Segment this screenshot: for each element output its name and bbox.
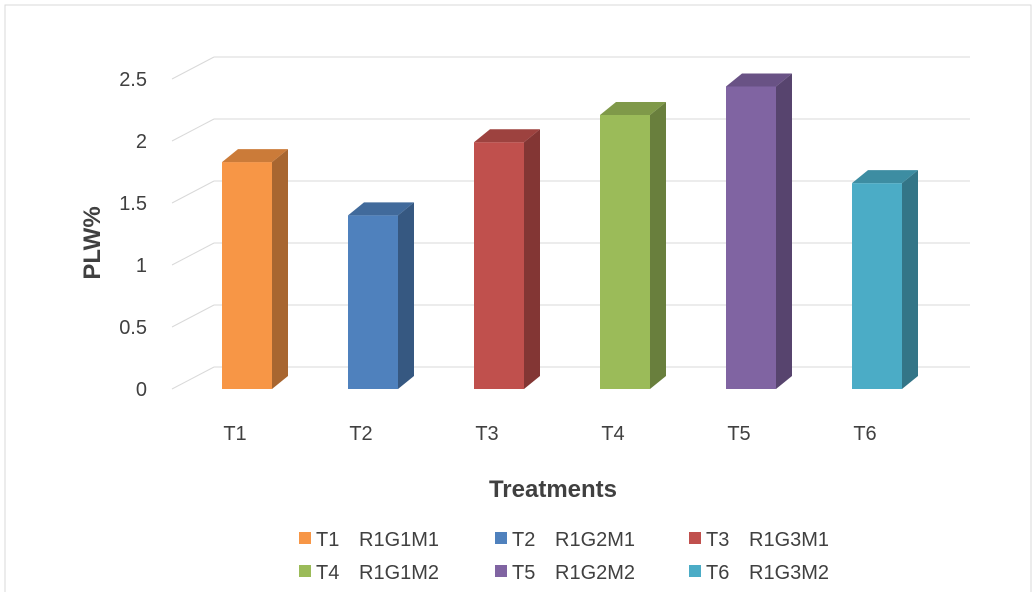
legend-label: R1G1M1 bbox=[359, 529, 439, 551]
bar-side bbox=[272, 149, 288, 389]
gridline-diagonal bbox=[171, 242, 215, 266]
bar-T2 bbox=[348, 202, 414, 389]
bar-side bbox=[902, 170, 918, 389]
legend-label: R1G3M2 bbox=[749, 562, 829, 584]
x-tick-label: T5 bbox=[727, 423, 750, 445]
gridlines bbox=[171, 56, 970, 390]
bar-front bbox=[600, 114, 650, 390]
legend-code: T4 bbox=[316, 562, 339, 584]
gridline-diagonal bbox=[171, 304, 215, 328]
legend-swatch bbox=[495, 532, 507, 544]
bars bbox=[222, 73, 918, 390]
bar-top bbox=[348, 202, 414, 216]
legend-swatch bbox=[689, 532, 701, 544]
legend-swatch bbox=[689, 565, 701, 577]
x-tick-label: T6 bbox=[853, 423, 876, 445]
bar-T4 bbox=[600, 101, 666, 390]
bar-T5 bbox=[726, 73, 792, 389]
x-tick-label: T2 bbox=[349, 423, 372, 445]
bar-top bbox=[222, 149, 288, 163]
legend-item: T1 R1G1M1 bbox=[299, 529, 439, 551]
legend-item: T2 R1G2M1 bbox=[495, 529, 635, 551]
bar-side bbox=[776, 73, 792, 389]
y-tick-label: 0 bbox=[136, 379, 147, 401]
bar-front bbox=[726, 86, 776, 389]
bar-T3 bbox=[474, 129, 540, 390]
legend-item: T4 R1G1M2 bbox=[299, 562, 439, 584]
legend-swatch bbox=[495, 565, 507, 577]
bar-top bbox=[600, 101, 666, 115]
bar-top bbox=[726, 73, 792, 87]
gridline-diagonal bbox=[171, 366, 215, 390]
legend-label: R1G3M1 bbox=[749, 529, 829, 551]
x-tick-label: T3 bbox=[475, 423, 498, 445]
bar-front bbox=[852, 183, 902, 389]
y-axis-ticks: 0 0.5 1 1.5 2 2.5 bbox=[119, 69, 147, 401]
legend-code: T1 bbox=[316, 529, 339, 551]
legend-label: R1G2M1 bbox=[555, 529, 635, 551]
bar-side bbox=[650, 101, 666, 390]
gridline-diagonal bbox=[171, 180, 215, 204]
legend-swatch bbox=[299, 532, 311, 544]
gridline-diagonal bbox=[171, 56, 215, 80]
legend-code: T2 bbox=[512, 529, 535, 551]
bar-top bbox=[852, 170, 918, 184]
y-tick-label: 2.5 bbox=[119, 69, 147, 91]
legend: T1 R1G1M1 T2 R1G2M1 T3 R1G3M1 T4 R1G1M2 T5 R1G2M2… bbox=[299, 529, 829, 584]
legend-label: R1G1M2 bbox=[359, 562, 439, 584]
bar-top bbox=[474, 129, 540, 143]
bar-front bbox=[474, 142, 524, 389]
legend-item: T5 R1G2M2 bbox=[495, 562, 635, 584]
bar-T1 bbox=[222, 149, 288, 389]
y-tick-label: 1.5 bbox=[119, 193, 147, 215]
x-axis-title: Treatments bbox=[489, 476, 617, 503]
x-tick-label: T4 bbox=[601, 423, 624, 445]
y-tick-label: 0.5 bbox=[119, 317, 147, 339]
bar-T6 bbox=[852, 170, 918, 389]
y-tick-label: 1 bbox=[136, 255, 147, 277]
gridline-diagonal bbox=[171, 118, 215, 142]
bar-front bbox=[348, 215, 398, 389]
legend-swatch bbox=[299, 565, 311, 577]
x-axis-ticks: T1 T2 T3 T4 T5 T6 bbox=[223, 423, 876, 445]
legend-code: T3 bbox=[706, 529, 729, 551]
x-tick-label: T1 bbox=[223, 423, 246, 445]
legend-label: R1G2M2 bbox=[555, 562, 635, 584]
y-axis-title: PLW% bbox=[79, 206, 106, 279]
y-tick-label: 2 bbox=[136, 131, 147, 153]
legend-item: T6 R1G3M2 bbox=[689, 562, 829, 584]
bar-side bbox=[524, 129, 540, 390]
bar-side bbox=[398, 202, 414, 389]
legend-item: T3 R1G3M1 bbox=[689, 529, 829, 551]
legend-code: T5 bbox=[512, 562, 535, 584]
legend-code: T6 bbox=[706, 562, 729, 584]
bar-front bbox=[222, 162, 272, 389]
